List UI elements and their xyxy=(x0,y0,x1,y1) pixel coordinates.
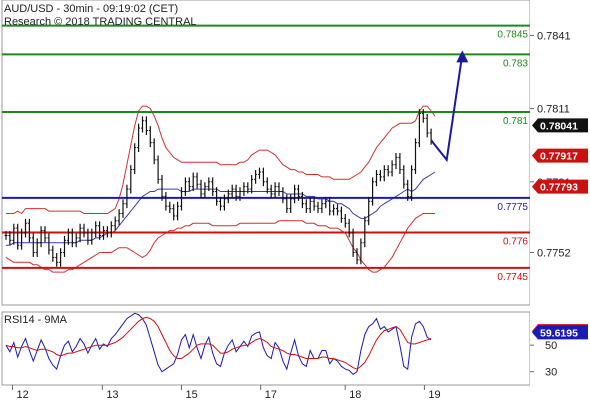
price-tag xyxy=(532,179,588,194)
date-axis-label: 19 xyxy=(428,389,440,400)
level-label: 0.776 xyxy=(503,237,528,248)
forecast-arrowhead xyxy=(456,50,469,63)
rsi-axis-tick-label: 50 xyxy=(545,340,557,352)
level-label: 0.783 xyxy=(503,58,528,69)
bollinger-upper-line xyxy=(6,105,436,215)
price-tag-label: 0.78041 xyxy=(540,120,578,132)
bollinger-lower-line xyxy=(5,213,435,273)
rsi-label: RSI14 - 9MA xyxy=(4,314,68,326)
price-panel-frame xyxy=(1,0,531,306)
rsi-ma-line xyxy=(5,316,432,370)
date-axis-label: 13 xyxy=(106,389,118,400)
price-axis-tick-label: 0.7841 xyxy=(537,30,571,42)
price-axis-bg xyxy=(530,0,590,400)
date-axis-label: 15 xyxy=(186,389,198,400)
rsi-axis-tick-label: 30 xyxy=(545,367,557,379)
chart-subtitle: Research © 2018 TRADING CENTRAL xyxy=(4,16,197,28)
level-label: 0.781 xyxy=(503,116,528,127)
level-label: 0.7745 xyxy=(497,272,528,283)
rsi-line xyxy=(5,312,432,376)
moving-average-line xyxy=(6,171,436,246)
price-axis-tick-label: 0.7752 xyxy=(537,248,571,260)
rsi-panel-frame xyxy=(1,311,531,386)
date-axis-label: 18 xyxy=(349,389,361,400)
date-axis-label: 12 xyxy=(17,389,29,400)
level-label: 0.7845 xyxy=(497,30,528,41)
date-axis-label: 17 xyxy=(265,389,277,400)
price-tag-label: 0.77917 xyxy=(540,151,578,163)
level-label: 0.7775 xyxy=(497,202,528,213)
price-tag-label: 0.77793 xyxy=(540,182,578,194)
forecast-path xyxy=(430,54,464,163)
price-tag xyxy=(532,148,588,163)
rsi-tag xyxy=(532,325,588,340)
chart-title: AUD/USD - 30min - 09:19:02 (CET) xyxy=(4,3,178,15)
price-axis-tick-label: 0.7811 xyxy=(537,104,570,116)
rsi-tag-label: 59.6195 xyxy=(540,327,578,339)
price-tag xyxy=(532,118,588,133)
